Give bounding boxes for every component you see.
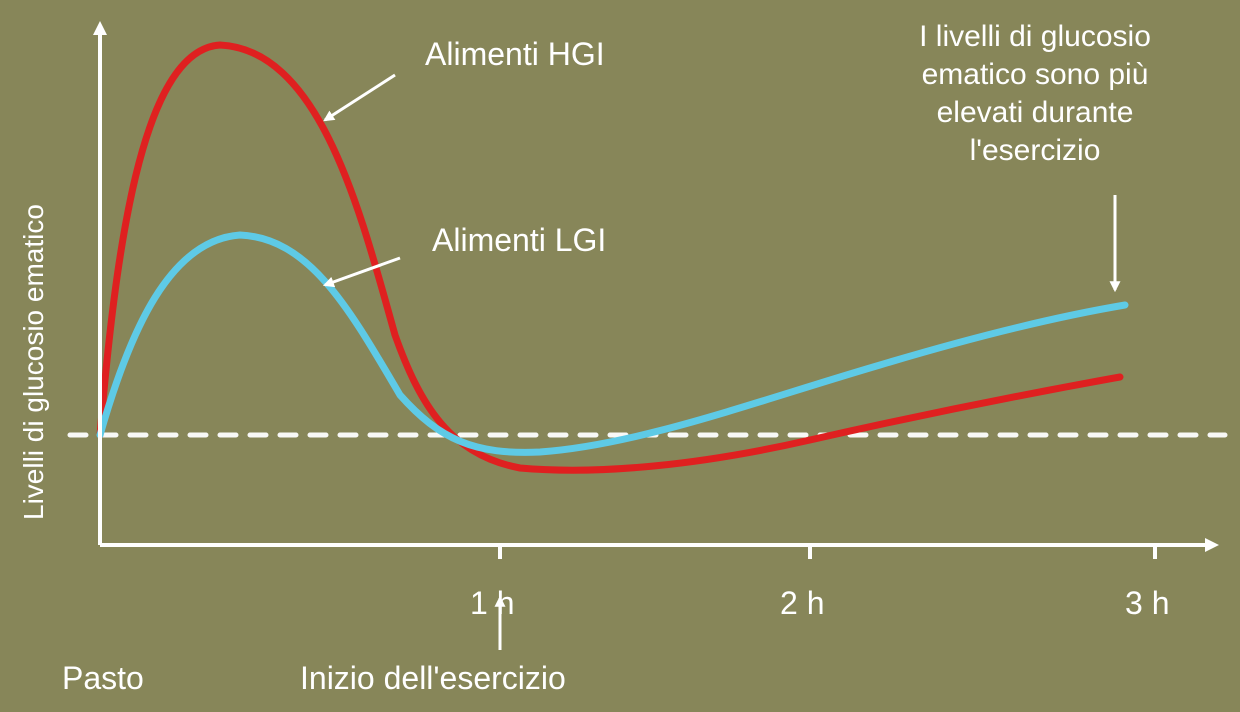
y-axis-label: Livelli di glucosio ematico: [18, 204, 50, 520]
glucose-chart: Livelli di glucosio ematico 1 h 2 h 3 h Al…: [0, 0, 1240, 712]
inizio-label: Inizio dell'esercizio: [300, 660, 566, 697]
hgi-label: Alimenti HGI: [425, 36, 605, 73]
pasto-label: Pasto: [62, 660, 144, 697]
exercise-note: I livelli di glucosio ematico sono più e…: [880, 18, 1190, 170]
lgi-label: Alimenti LGI: [432, 222, 606, 259]
x-tick-label: 1 h: [470, 585, 514, 622]
x-tick-label: 3 h: [1125, 585, 1169, 622]
x-tick-label: 2 h: [780, 585, 824, 622]
